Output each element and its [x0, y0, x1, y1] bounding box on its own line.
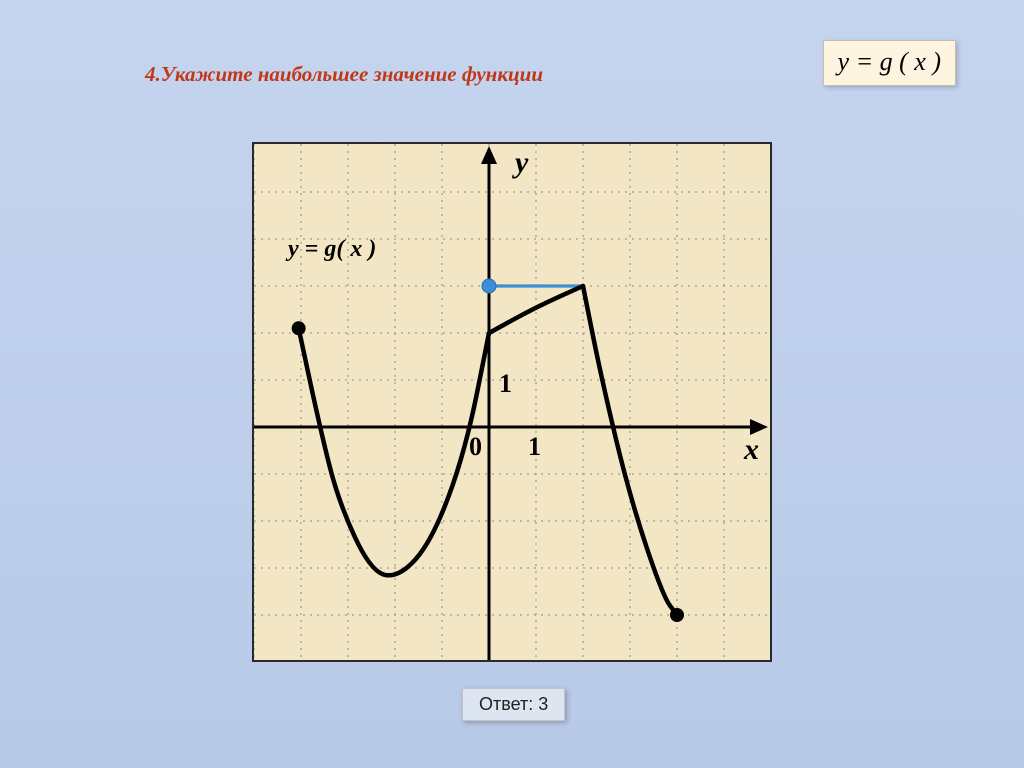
formula-text: y = g ( x ) [838, 47, 941, 76]
svg-text:y: y [512, 146, 529, 179]
svg-text:y = g( x ): y = g( x ) [285, 236, 376, 262]
question-body: Укажите наибольшее значение функции [161, 62, 543, 86]
svg-text:1: 1 [528, 432, 541, 461]
chart-container: y x 0 1 1 y = g( x ) [252, 142, 772, 662]
question-text: 4.Укажите наибольшее значение функции [145, 62, 543, 87]
answer-value: 3 [538, 694, 548, 714]
svg-text:1: 1 [499, 369, 512, 398]
formula-box: y = g ( x ) [823, 40, 956, 86]
chart-svg: y x 0 1 1 y = g( x ) [254, 144, 770, 660]
answer-label: Ответ: [479, 694, 533, 714]
answer-box: Ответ: 3 [462, 688, 565, 721]
question-number: 4. [145, 62, 161, 86]
svg-text:0: 0 [469, 432, 482, 461]
svg-text:x: x [743, 433, 759, 466]
